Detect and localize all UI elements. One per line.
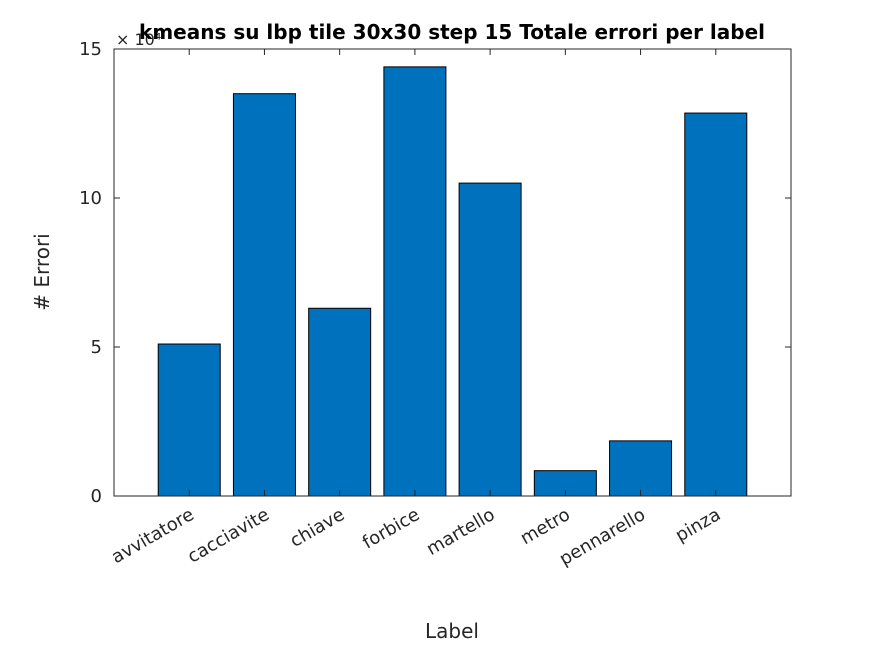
bar-pinza <box>684 112 748 497</box>
y-tick-label-5: 5 <box>91 337 102 358</box>
x-tick-label-pinza: pinza <box>672 504 724 546</box>
x-tick-label-forbice: forbice <box>359 504 423 553</box>
x-tick-label-chiave: chiave <box>287 504 349 552</box>
y-tick-label-15: 15 <box>79 39 102 60</box>
x-axis-label: Label <box>425 619 479 643</box>
x-tick-label-avvitatore: avvitatore <box>108 504 198 568</box>
bar-martello <box>458 182 522 497</box>
bar-avvitatore <box>157 343 221 497</box>
y-axis-label: # Errori <box>30 233 54 310</box>
x-tick-label-metro: metro <box>517 504 574 549</box>
x-tick-label-cacciavite: cacciavite <box>184 504 273 567</box>
x-tick-label-pennarello: pennarello <box>556 504 649 570</box>
x-tick-label-martello: martello <box>423 504 499 560</box>
y-tick-label-0: 0 <box>91 486 102 507</box>
chart-title: kmeans su lbp tile 30x30 step 15 Totale … <box>139 20 765 44</box>
bar-cacciavite <box>232 93 296 497</box>
bar-chiave <box>308 307 372 497</box>
bar-pennarello <box>609 440 673 497</box>
y-exponent-label: × 10⁴ <box>116 30 161 49</box>
y-tick-label-10: 10 <box>79 188 102 209</box>
bar-forbice <box>383 66 447 497</box>
axes-box <box>113 48 792 497</box>
